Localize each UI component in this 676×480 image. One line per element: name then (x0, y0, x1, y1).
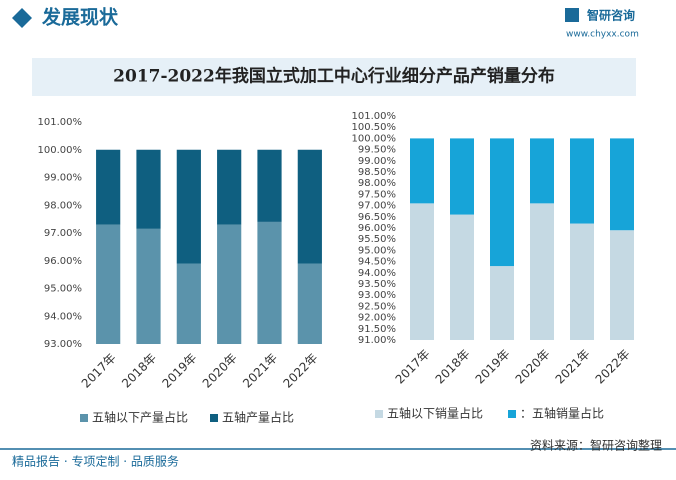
y-tick-label: 93.00% (44, 339, 82, 350)
y-tick-label: 97.00% (44, 228, 82, 239)
header-icon (12, 8, 32, 28)
bar-segment (257, 221, 282, 344)
y-tick-label: 99.00% (358, 156, 396, 167)
logo-url: www.chyxx.com (566, 30, 639, 40)
bar-segment (297, 149, 322, 264)
bar-segment (136, 149, 161, 229)
bar-segment (96, 224, 121, 344)
bar-segment (96, 149, 121, 225)
y-tick-label: 99.00% (44, 173, 82, 184)
legend-swatch (80, 414, 88, 422)
bar-segment (490, 266, 514, 340)
title-box (32, 58, 636, 96)
bar-segment (610, 230, 634, 340)
y-tick-label: 96.00% (358, 223, 396, 234)
y-tick-label: 95.00% (358, 245, 396, 256)
bar-segment (410, 138, 434, 204)
y-tick-label: 91.50% (358, 324, 396, 335)
legend-swatch (210, 414, 218, 422)
logo-text: 智研咨询 (586, 8, 635, 23)
footer-text: 精品报告 · 专项定制 · 品质服务 (12, 454, 179, 469)
y-tick-label: 100.00% (38, 145, 83, 156)
y-tick-label: 92.00% (358, 313, 396, 324)
y-tick-label: 101.00% (352, 111, 397, 122)
y-tick-label: 94.00% (358, 268, 396, 279)
chart-title: 2017-2022年我国立式加工中心行业细分产品产销量分布 (113, 66, 555, 87)
y-tick-label: 96.50% (358, 212, 396, 223)
y-tick-label: 92.50% (358, 301, 396, 312)
bar-segment (136, 228, 161, 344)
bar-segment (570, 138, 594, 224)
bar-segment (410, 203, 434, 340)
legend-label: 五轴产量占比 (222, 410, 294, 425)
y-tick-label: 96.00% (44, 256, 82, 267)
y-tick-label: 97.00% (358, 201, 396, 212)
y-tick-label: 93.00% (358, 290, 396, 301)
bar-segment (176, 149, 201, 264)
bar-segment (297, 263, 322, 344)
logo-icon (565, 8, 579, 22)
y-tick-label: 100.50% (352, 122, 397, 133)
section-title: 发展现状 (41, 6, 119, 29)
bar-segment (570, 223, 594, 340)
y-tick-label: 94.00% (44, 311, 82, 322)
y-tick-label: 95.00% (44, 284, 82, 295)
legend-label: 五轴以下产量占比 (92, 410, 188, 425)
bar-segment (490, 138, 514, 267)
y-tick-label: 101.00% (38, 117, 83, 128)
y-tick-label: 99.50% (358, 145, 396, 156)
source: 资料来源：智研咨询整理 (530, 438, 662, 453)
bar-segment (257, 149, 282, 222)
y-tick-label: 94.50% (358, 257, 396, 268)
bar-segment (530, 203, 554, 340)
y-tick-label: 98.00% (44, 200, 82, 211)
bar-segment (610, 138, 634, 231)
y-tick-label: 98.50% (358, 167, 396, 178)
bar-segment (217, 224, 242, 344)
bar-segment (176, 263, 201, 344)
bar-segment (450, 214, 474, 340)
legend-swatch (375, 410, 383, 418)
y-tick-label: 98.00% (358, 178, 396, 189)
legend-label: 五轴以下销量占比 (387, 406, 483, 421)
y-tick-label: 100.00% (352, 133, 397, 144)
y-tick-label: 97.50% (358, 189, 396, 200)
y-tick-label: 91.00% (358, 335, 396, 346)
bar-segment (217, 149, 242, 225)
bar-segment (450, 138, 474, 215)
legend-label: ：五轴销量占比 (520, 406, 604, 421)
y-tick-label: 93.50% (358, 279, 396, 290)
y-tick-label: 95.50% (358, 234, 396, 245)
bar-segment (530, 138, 554, 204)
legend-swatch (508, 410, 516, 418)
